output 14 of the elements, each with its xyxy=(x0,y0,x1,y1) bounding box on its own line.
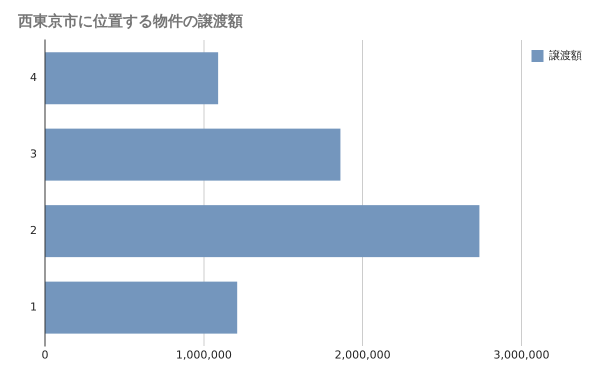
y-tick-label: 2 xyxy=(30,224,37,237)
bar xyxy=(46,128,340,181)
x-tick-label: 0 xyxy=(42,348,48,362)
bar xyxy=(46,282,238,334)
y-tick-label: 4 xyxy=(30,71,37,84)
bar xyxy=(46,205,480,258)
y-tick-label: 3 xyxy=(30,148,37,161)
chart-title: 西東京市に位置する物件の譲渡額 xyxy=(18,12,243,31)
x-tick-label: 2,000,000 xyxy=(334,348,391,362)
x-tick-label: 3,000,000 xyxy=(494,348,550,362)
bar xyxy=(46,52,218,104)
x-tick-label: 1,000,000 xyxy=(176,348,232,362)
legend-label: 譲渡額 xyxy=(549,48,582,62)
y-tick-label: 1 xyxy=(30,300,37,314)
